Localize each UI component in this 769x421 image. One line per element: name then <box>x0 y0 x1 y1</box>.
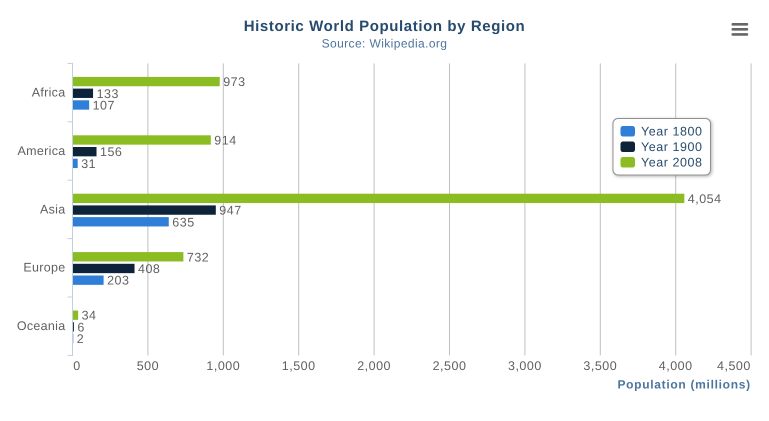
svg-text:107: 107 <box>93 99 115 113</box>
svg-text:Year 1900: Year 1900 <box>641 140 703 154</box>
svg-text:Asia: Asia <box>40 202 66 216</box>
svg-text:4,500: 4,500 <box>717 359 751 373</box>
svg-text:Historic World Population by R: Historic World Population by Region <box>244 18 526 35</box>
svg-text:500: 500 <box>137 359 159 373</box>
svg-text:732: 732 <box>187 250 209 264</box>
svg-text:Africa: Africa <box>32 86 66 100</box>
svg-text:Source: Wikipedia.org: Source: Wikipedia.org <box>322 37 448 51</box>
svg-text:Population (millions): Population (millions) <box>617 377 750 391</box>
svg-text:1,000: 1,000 <box>206 359 240 373</box>
svg-text:156: 156 <box>100 145 122 159</box>
svg-text:Year 1800: Year 1800 <box>641 125 703 139</box>
svg-text:Europe: Europe <box>23 261 65 275</box>
svg-text:914: 914 <box>214 134 236 148</box>
svg-text:4,000: 4,000 <box>659 359 693 373</box>
svg-text:408: 408 <box>138 262 160 276</box>
svg-text:2: 2 <box>77 332 84 346</box>
svg-text:America: America <box>18 144 66 158</box>
svg-text:3,000: 3,000 <box>508 359 542 373</box>
svg-text:3,500: 3,500 <box>583 359 617 373</box>
svg-text:973: 973 <box>223 75 245 89</box>
svg-text:Year 2008: Year 2008 <box>641 156 703 170</box>
svg-text:0: 0 <box>73 359 80 373</box>
svg-text:1,500: 1,500 <box>282 359 316 373</box>
svg-text:Oceania: Oceania <box>17 319 66 333</box>
svg-text:635: 635 <box>172 215 194 229</box>
svg-text:2,000: 2,000 <box>357 359 391 373</box>
svg-text:31: 31 <box>81 157 96 171</box>
svg-text:4,054: 4,054 <box>688 192 722 206</box>
svg-text:203: 203 <box>107 274 129 288</box>
svg-text:2,500: 2,500 <box>433 359 467 373</box>
svg-text:947: 947 <box>219 204 241 218</box>
